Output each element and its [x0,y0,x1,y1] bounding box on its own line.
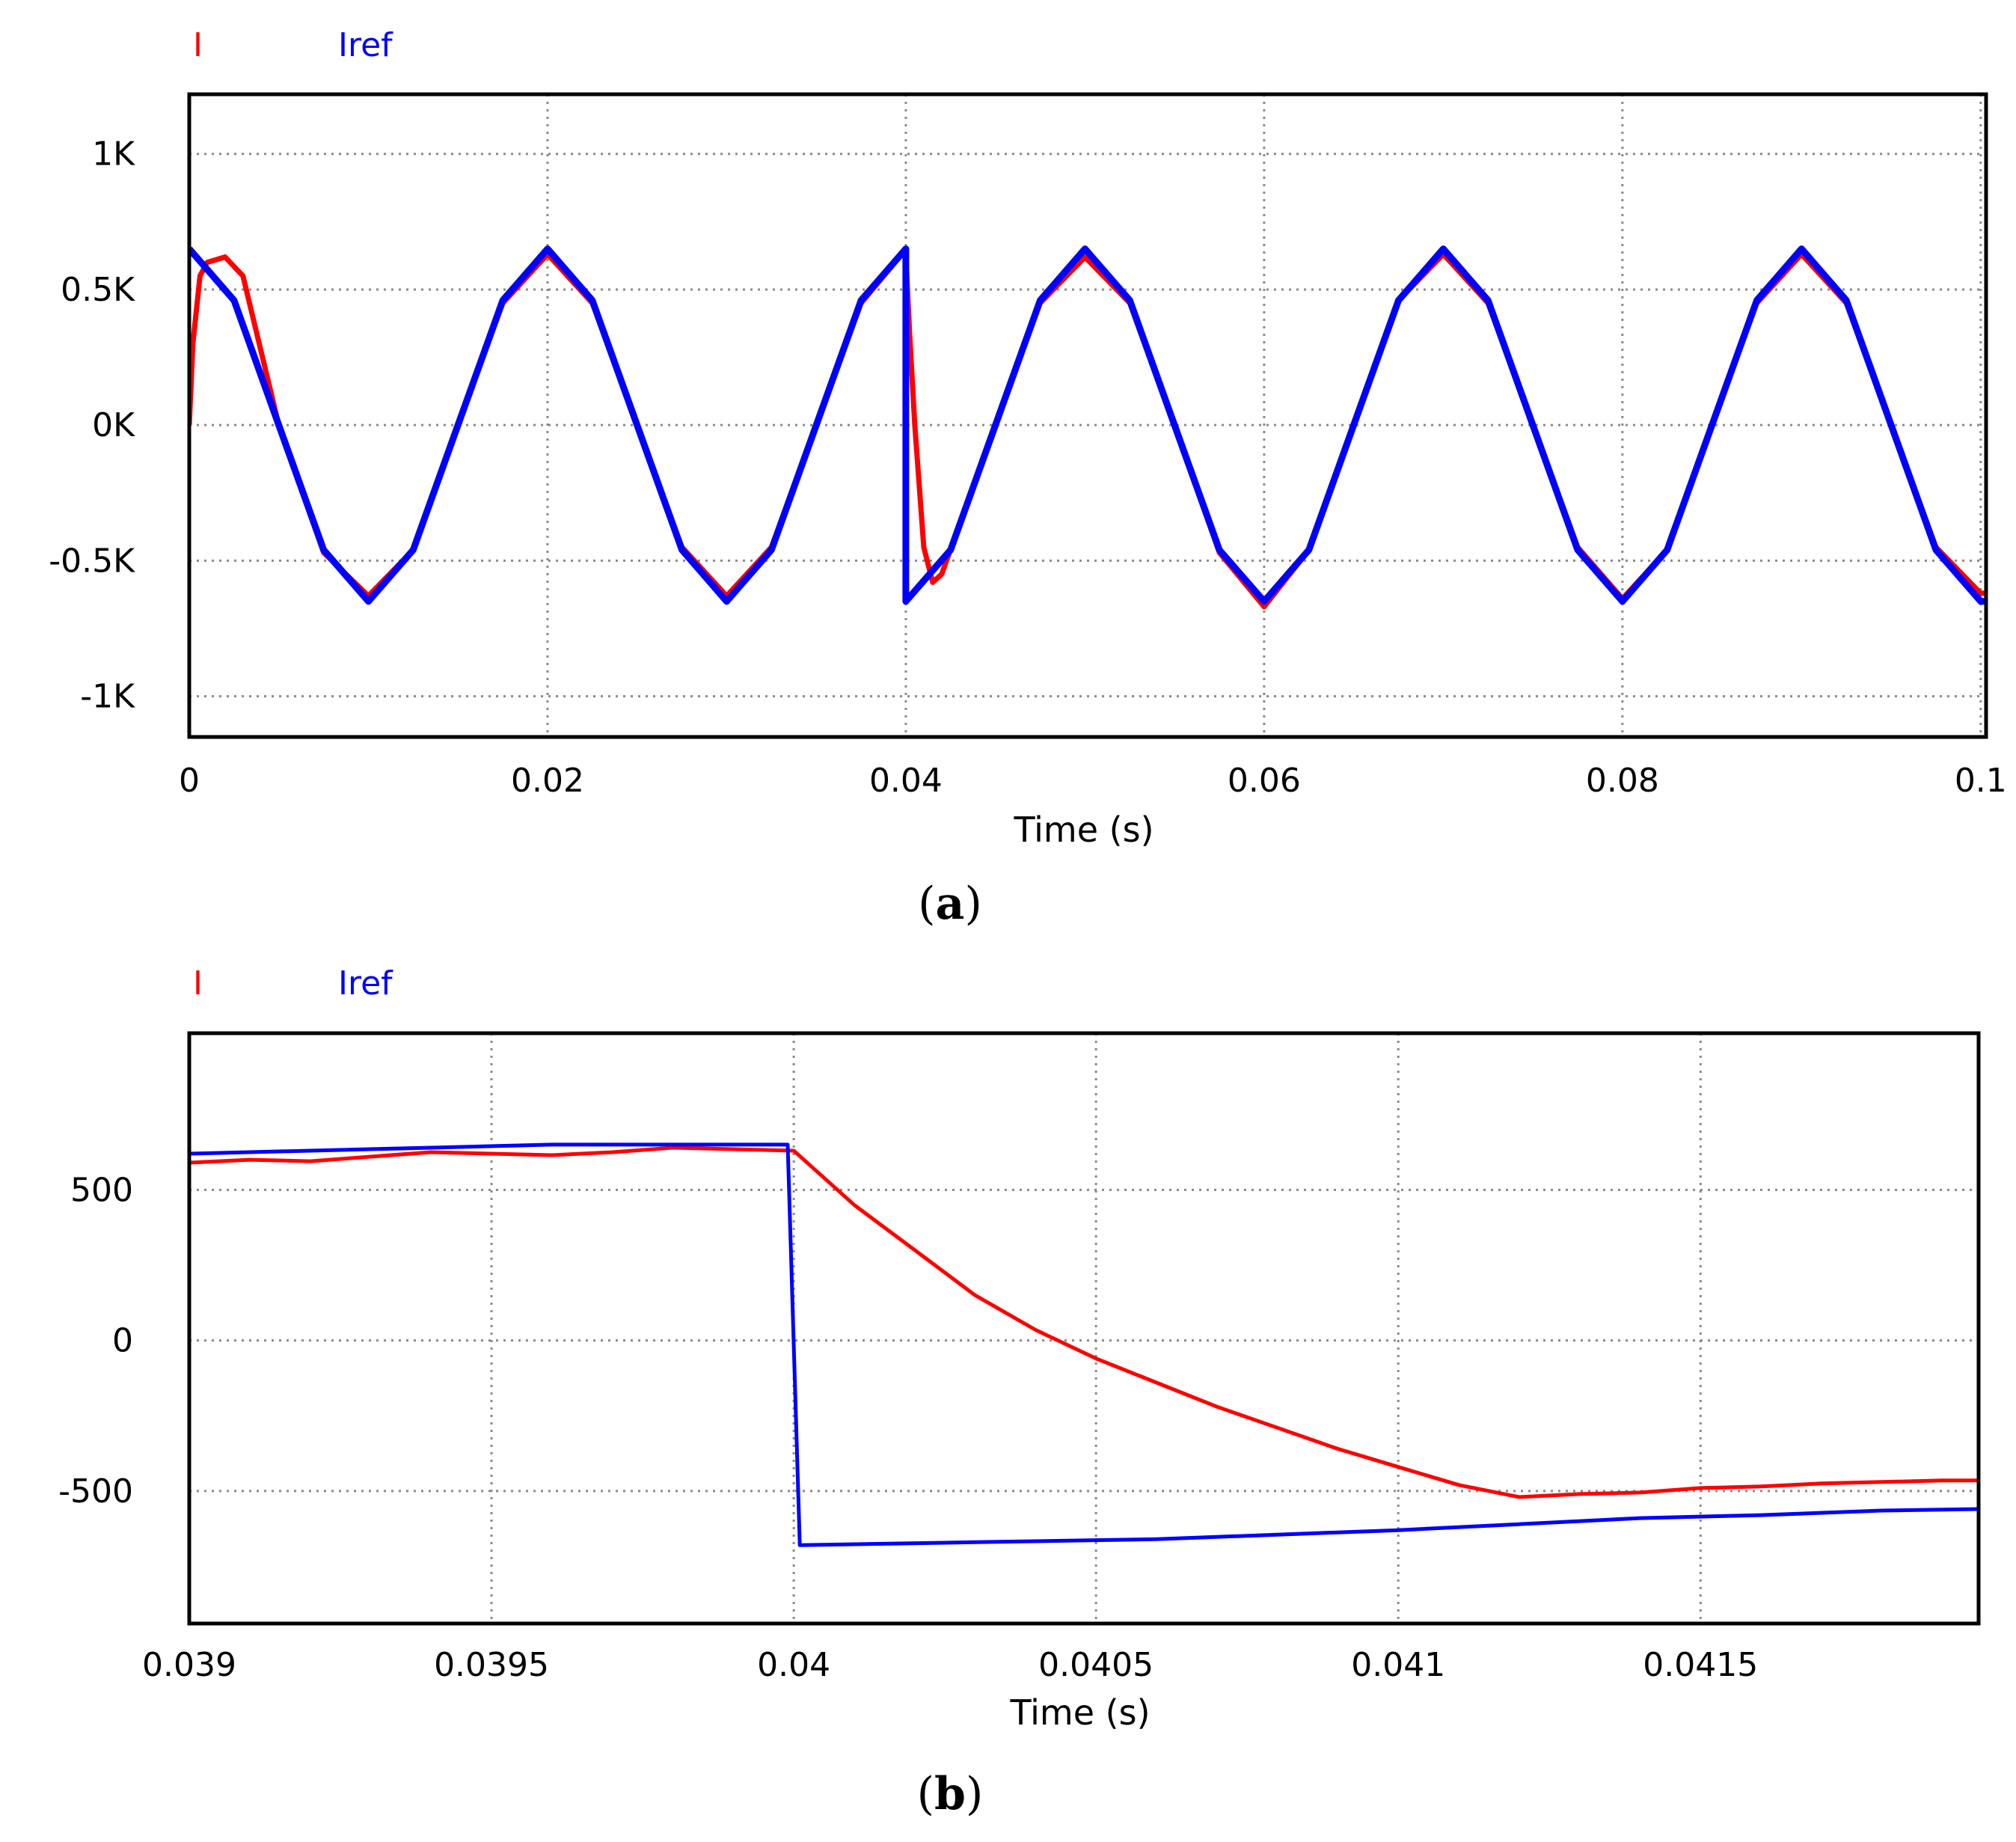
caption-close-paren: ) [964,878,981,930]
y-tick-label: -500 [58,1472,133,1511]
x-axis-label: Time (s) [1009,1692,1150,1733]
caption-letter: b [934,1768,966,1820]
legend-entry-iref: Iref [338,964,393,1003]
y-tick-label: 1K [92,135,135,174]
series-line-iref [189,1142,1979,1547]
x-tick-label: 0.1 [1955,762,2007,800]
x-tick-label: 0.06 [1228,762,1301,800]
plot-frame [187,92,1988,739]
x-tick-label: 0.02 [511,762,584,800]
x-tick-label: 0.041 [1351,1646,1445,1684]
x-tick-label: 0.04 [757,1646,830,1684]
legend-entry-i: I [193,964,203,1003]
y-tick-label: -0.5K [49,542,135,580]
caption-close-paren: ) [966,1768,983,1820]
x-tick-label: 0 [179,762,200,800]
y-tick-label: -1K [80,678,135,716]
caption-open-paren: ( [918,878,935,930]
panel-caption: (b) [917,1768,984,1820]
x-tick-label: 0.08 [1586,762,1659,800]
x-tick-label: 0.04 [869,762,943,800]
caption-open-paren: ( [917,1768,934,1820]
legend-entry-i: I [193,26,203,64]
x-tick-label: 0.0395 [434,1646,549,1684]
plot-frame [187,1031,1981,1626]
caption-letter: a [936,878,965,930]
x-tick-label: 0.0415 [1643,1646,1758,1684]
panel-a-chart: 1K 0.5K 0K -0.5K -1K 0 0.02 0.04 0.06 0.08 0.1 Time… [49,26,2007,930]
y-tick-label: 0K [92,406,135,444]
legend-entry-iref: Iref [338,26,393,64]
y-tick-label: 500 [70,1171,133,1209]
series-line-iref [189,245,1986,605]
panel-b-chart: 500 0 -500 0.039 0.0395 0.04 0.0405 0.041 0.0415… [58,964,1981,1820]
y-tick-label: 0 [112,1322,133,1360]
series-line-i [189,1145,1979,1499]
x-tick-label: 0.039 [142,1646,236,1684]
panel-caption: (a) [918,878,982,930]
y-tick-label: 0.5K [61,271,135,309]
x-tick-label: 0.0405 [1038,1646,1153,1684]
x-axis-label: Time (s) [1013,810,1153,850]
